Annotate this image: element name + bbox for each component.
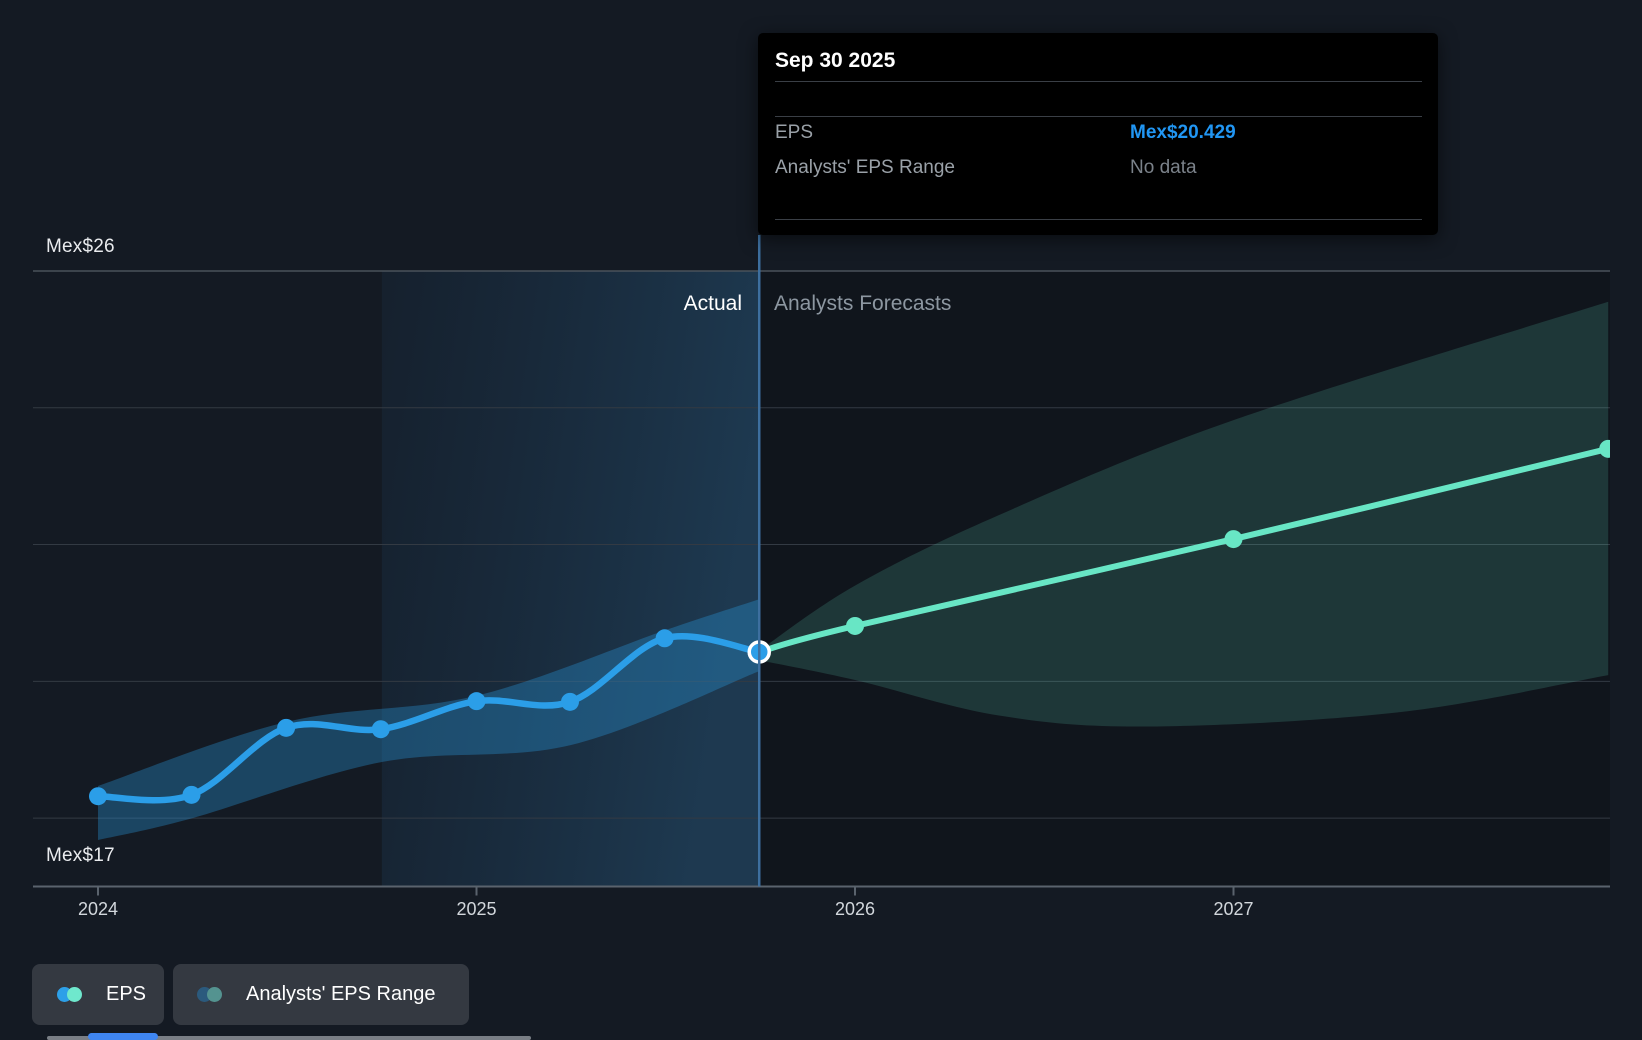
data-point (655, 629, 674, 648)
tooltip-range-value: No data (1130, 157, 1197, 178)
tooltip-range-label: Analysts' EPS Range (775, 157, 955, 178)
data-point (1599, 439, 1610, 458)
data-point (371, 720, 390, 739)
tooltip-divider (775, 219, 1422, 220)
x-tick-2026: 2026 (834, 899, 876, 919)
x-tick-2024: 2024 (77, 899, 119, 919)
horizontal-scrollbar-thumb[interactable] (88, 1033, 158, 1040)
tooltip-eps-label: EPS (775, 122, 814, 143)
y-axis-max-label: Mex$26 (46, 236, 115, 257)
data-point (1224, 530, 1243, 549)
data-point (277, 718, 296, 737)
legend-range-label: Analysts' EPS Range (246, 983, 436, 1005)
actual-eps-range-band (98, 599, 760, 841)
actual-region-label: Actual (683, 292, 742, 315)
hover-tooltip: Sep 30 2025 EPS Mex$20.429 Analysts' EPS… (758, 33, 1438, 235)
EPS analysts forecast-line (756, 445, 1610, 656)
data-point (846, 616, 864, 635)
tooltip-date: Sep 30 2025 (775, 49, 896, 72)
range-legend-dots-icon (197, 987, 222, 1002)
legend-chip-analysts-eps-range[interactable]: Analysts' EPS Range (173, 964, 469, 1025)
horizontal-scrollbar-track[interactable] (47, 1036, 531, 1040)
analysts-eps-range-forecast-band (759, 301, 1609, 727)
data-point (89, 787, 107, 806)
data-point (560, 692, 579, 711)
x-tick-2025: 2025 (456, 899, 497, 919)
EPS-line (94, 633, 763, 804)
tooltip-divider (775, 81, 1422, 82)
tooltip-divider (775, 116, 1422, 117)
forecast-region-label: Analysts Forecasts (774, 292, 952, 315)
legend-chip-eps[interactable]: EPS (32, 964, 164, 1025)
eps-teal-dot-icon (67, 987, 82, 1002)
x-tick-2027: 2027 (1213, 899, 1254, 919)
legend-eps-label: EPS (106, 983, 147, 1005)
data-point (467, 692, 486, 711)
y-axis-min-label: Mex$17 (46, 845, 115, 866)
data-point (182, 785, 201, 804)
tooltip-eps-value: Mex$20.429 (1130, 122, 1236, 143)
range-teal-dot-icon (207, 987, 222, 1002)
eps-legend-dots-icon (57, 987, 82, 1002)
